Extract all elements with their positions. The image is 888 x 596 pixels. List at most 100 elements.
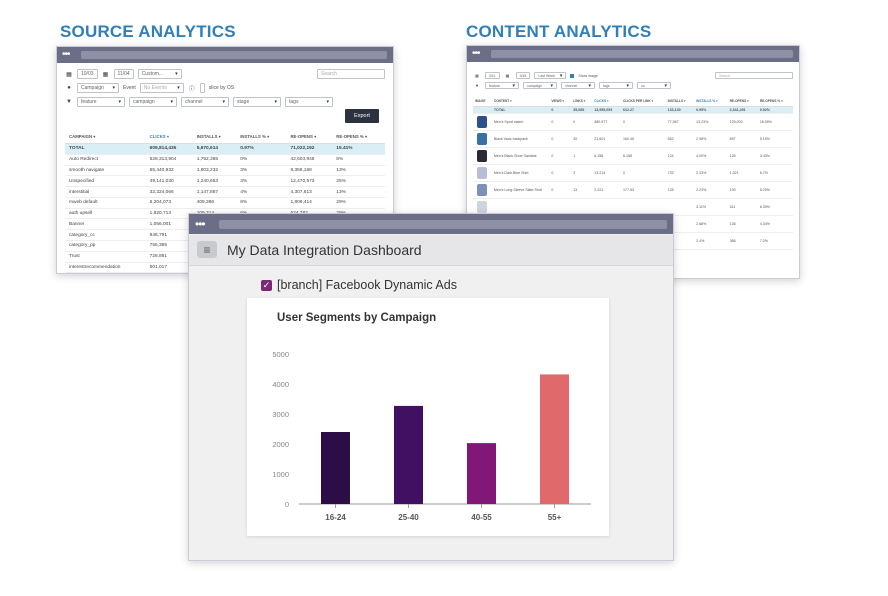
column-header[interactable]: INSTALLS % ▾ <box>236 131 287 144</box>
column-header[interactable]: CLICKS PER LINK ▾ <box>621 96 666 107</box>
table-cell: 1,066,001 <box>145 218 193 231</box>
table-row[interactable]: Unspecified 49,141,030 1,240,653 3% 12,470,5… <box>65 175 385 188</box>
column-header[interactable]: RE-OPENS % ▾ <box>757 96 793 107</box>
search-input[interactable]: Search <box>715 72 793 79</box>
table-cell: 4,307,613 <box>286 186 333 198</box>
table-row[interactable]: Auto Redirect 528,313,904 1,752,385 0% 42,60… <box>65 154 385 166</box>
table-cell: 2,221 <box>592 181 622 199</box>
search-input[interactable]: Search <box>317 69 385 79</box>
address-bar[interactable] <box>81 51 387 59</box>
table-row[interactable]: Men's Long Sleeve Slate Shirt 0 13 2,221 177… <box>473 181 793 199</box>
column-header[interactable]: VIEWS ▾ <box>549 96 572 107</box>
filter-checkbox[interactable]: ✓ <box>261 279 272 291</box>
table-row[interactable]: Black Vans backpack 0 30 21,601 160.45 652 2.9… <box>473 130 793 148</box>
table-cell: category_cc <box>65 229 146 242</box>
range-select[interactable]: Last Week <box>534 72 567 79</box>
table-cell: 0 <box>571 113 593 131</box>
table-cell: 0% <box>236 154 287 166</box>
column-header[interactable]: INSTALLS ▾ <box>192 131 237 144</box>
product-thumbnail[interactable] <box>477 150 488 162</box>
table-cell: 29% <box>332 197 385 209</box>
range-select[interactable]: Custom... <box>137 69 182 79</box>
product-thumbnail[interactable] <box>477 116 488 128</box>
filter-os[interactable]: os <box>637 82 671 89</box>
export-button[interactable]: Export <box>345 109 379 123</box>
table-cell: 380,977 <box>592 113 622 131</box>
column-header[interactable]: LINKS ▾ <box>571 96 593 107</box>
bar-55+[interactable] <box>540 374 569 504</box>
table-cell: 3% <box>236 175 287 188</box>
table-cell: 652 <box>665 130 695 148</box>
app-header: ≡ My Data Integration Dashboard <box>189 235 673 266</box>
table-row[interactable]: Men's Dark Blue Shirt 0 3 13,214 0 733 2.33% 1,… <box>473 164 793 182</box>
filter-tags[interactable]: tags <box>599 82 633 89</box>
table-cell: 3.11% <box>694 198 728 216</box>
column-header[interactable]: RE-OPENS ▾ <box>727 96 758 107</box>
column-header[interactable]: CLICKS ▾ <box>145 131 193 144</box>
table-cell: 0 <box>549 181 572 199</box>
table-cell: 409,386 <box>192 197 237 209</box>
column-header[interactable]: INSTALLS ▾ <box>665 96 695 107</box>
address-bar[interactable] <box>491 50 793 58</box>
filter-tags[interactable]: tags <box>285 97 333 107</box>
bar-25-40[interactable] <box>394 405 423 504</box>
table-cell: category_pp <box>65 240 146 252</box>
date-from-input[interactable]: 10/03 <box>77 69 98 79</box>
table-row[interactable]: Men's Sport watch 0 0 380,977 0 77,567 13.23% 1… <box>473 113 793 131</box>
product-thumbnail[interactable] <box>477 184 488 196</box>
table-row[interactable]: smooth navigate 65,440,932 1,803,232 3% 8,35… <box>65 165 385 177</box>
table-cell: 0 <box>549 106 572 114</box>
filter-feature[interactable]: feature <box>485 82 519 89</box>
column-header[interactable]: CLICKS ▾ <box>592 96 622 107</box>
table-row-total[interactable]: TOTAL 0 35,085 13,959,053 612.27 133,130 0.95%… <box>473 106 793 114</box>
column-header[interactable]: CONTENT ▾ <box>491 96 550 107</box>
table-cell: 133,130 <box>665 106 695 114</box>
date-from-input[interactable]: 3/11 <box>485 72 500 79</box>
bar-40-55[interactable] <box>467 443 496 504</box>
product-thumbnail[interactable] <box>477 167 488 179</box>
hamburger-icon[interactable]: ≡ <box>197 241 217 258</box>
filter-feature[interactable]: feature <box>77 97 125 107</box>
date-to-input[interactable]: 11/04 <box>113 69 134 79</box>
bar-16-24[interactable] <box>321 432 350 504</box>
column-header[interactable]: RE-OPENS % ▾ <box>332 131 385 144</box>
table-cell: TOTAL <box>65 143 146 155</box>
filter-stage[interactable]: stage <box>233 97 281 107</box>
table-cell: 12,470,573 <box>286 175 333 188</box>
calendar-icon: ▦ <box>505 73 510 78</box>
column-header[interactable]: RE-OPENS ▾ <box>286 131 333 144</box>
table-row[interactable]: Men's Black Shoe Sandals 0 1 6,158 6,158 124 4… <box>473 147 793 165</box>
campaign-filter[interactable]: ✓ [branch] Facebook Dynamic Ads <box>261 278 457 292</box>
table-cell <box>473 106 492 114</box>
filter-icon: ▼ <box>475 83 479 88</box>
filter-campaign[interactable]: campaign <box>523 82 557 89</box>
dashboard-window: ••• ≡ My Data Integration Dashboard ✓ [b… <box>188 213 674 561</box>
table-cell: 1,321 <box>727 164 758 182</box>
slice-os-checkbox[interactable] <box>199 83 205 93</box>
chart-card: User Segments by Campaign 0 1000 2000 3000 4… <box>247 298 609 536</box>
y-tick-label: 1000 <box>272 470 289 479</box>
table-cell: 0 <box>549 113 572 131</box>
window-title-bar: ••• <box>467 46 799 62</box>
column-header[interactable]: CAMPAIGN ▾ <box>65 131 146 144</box>
column-header[interactable]: IMAGE <box>473 96 492 107</box>
filter-campaign[interactable]: campaign <box>129 97 177 107</box>
table-cell: 177.53 <box>621 181 666 199</box>
table-cell: 13% <box>332 165 385 177</box>
date-to-input[interactable]: 3/18 <box>515 72 531 79</box>
product-thumbnail[interactable] <box>477 201 488 213</box>
y-tick-label: 0 <box>285 500 289 509</box>
product-name: Men's Dark Blue Shirt <box>491 164 550 182</box>
show-image-checkbox[interactable] <box>570 73 575 78</box>
product-thumbnail[interactable] <box>477 133 488 145</box>
table-row[interactable]: TOTAL 609,814,435 5,670,614 0.97% 71,022,192… <box>65 143 385 155</box>
filter-channel[interactable]: channel <box>181 97 229 107</box>
product-image-cell <box>473 113 492 131</box>
table-row[interactable]: interstitial 32,324,066 1,147,887 4% 4,307,6… <box>65 186 385 198</box>
column-header[interactable]: INSTALLS % ▾ <box>694 96 728 107</box>
event-select[interactable]: No Events <box>139 83 184 93</box>
table-row[interactable]: mweb default 6,204,073 409,386 8% 1,806,414 2… <box>65 197 385 209</box>
group-by-select[interactable]: Campaign <box>77 83 119 93</box>
address-bar[interactable] <box>219 220 667 229</box>
filter-channel[interactable]: channel <box>561 82 595 89</box>
